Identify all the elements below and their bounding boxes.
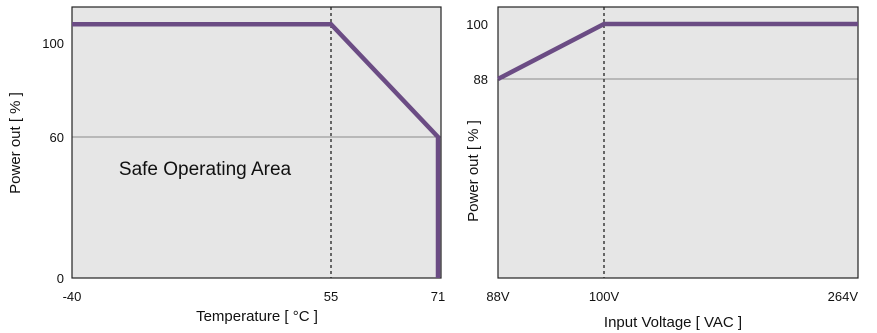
y-tick-label-temp-60: 60: [50, 130, 64, 145]
y-axis-label-temp: Power out [ % ]: [7, 92, 24, 194]
x-tick-label-temp-71: 71: [431, 289, 445, 304]
x-tick-label-temp-55: 55: [324, 289, 338, 304]
plot-area-temp: [72, 7, 441, 278]
plot-frame-temp: [71, 6, 442, 279]
y-axis-label-voltage: Power out [ % ]: [465, 120, 482, 222]
y-tick-label-temp-100: 100: [42, 36, 64, 51]
plot-frame-voltage: [497, 6, 859, 279]
x-tick-label-voltage-100: 100V: [589, 289, 620, 304]
chart-voltage: 88 100 88V 100V 264V Input Voltage [ VAC ] Pow…: [465, 6, 859, 331]
x-axis-label-voltage: Input Voltage [ VAC ]: [604, 314, 742, 331]
x-tick-label-voltage-264: 264V: [828, 289, 859, 304]
annotation-temp: Safe Operating Area: [119, 159, 292, 180]
x-axis-label-temp: Temperature [ °C ]: [196, 308, 318, 325]
series-line-voltage-0: [496, 21, 858, 81]
y-tick-label-temp-0: 0: [57, 271, 64, 286]
x-tick-label-voltage-88: 88V: [486, 289, 509, 304]
y-tick-label-voltage-100: 100: [466, 17, 488, 32]
series-line-temp-0: [72, 21, 441, 278]
plot-area-voltage: [498, 7, 858, 278]
y-tick-label-voltage-88: 88: [474, 72, 488, 87]
chart-temp: 0 60 100 -40 55 71 Temperature [ °C ] Power out…: [7, 6, 445, 325]
x-tick-label-temp--40: -40: [63, 289, 82, 304]
